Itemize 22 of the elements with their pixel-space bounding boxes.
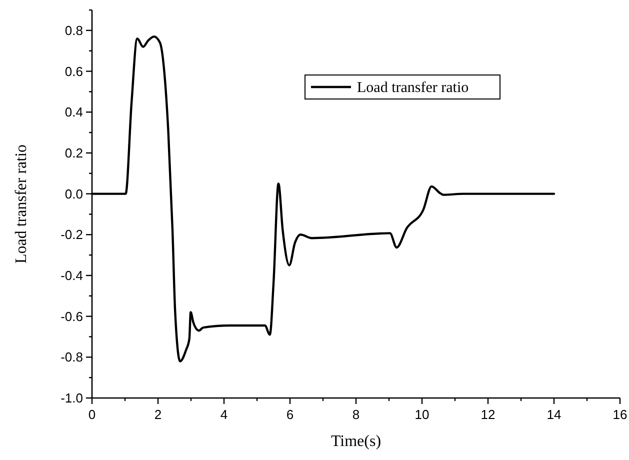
y-tick-label: -0.2: [60, 227, 83, 242]
x-tick-label: 6: [286, 407, 294, 422]
x-tick-label: 16: [612, 407, 628, 422]
x-tick-label: 10: [414, 407, 430, 422]
y-axis-title: Load transfer ratio: [13, 144, 30, 264]
y-tick-label: 0.6: [64, 64, 83, 79]
y-tick-label: 0.4: [64, 104, 83, 120]
x-axis-title: Time(s): [330, 433, 382, 450]
x-tick-label: 14: [546, 407, 562, 422]
x-tick-label: 4: [220, 407, 228, 422]
y-tick-label: -0.6: [60, 308, 83, 324]
x-tick-label: 2: [154, 407, 162, 422]
x-tick-label: 8: [352, 407, 360, 422]
x-tick-label: 0: [88, 407, 96, 422]
legend-label: Load transfer ratio: [357, 80, 469, 96]
y-tick-label: 0.0: [64, 186, 83, 202]
y-tick-label: -0.8: [60, 350, 83, 365]
y-tick-label: 0.8: [64, 22, 83, 38]
x-tick-label: 12: [480, 407, 496, 422]
y-tick-label: -0.4: [60, 268, 83, 283]
y-tick-label: 0.2: [64, 145, 83, 160]
y-tick-label: -1.0: [60, 390, 83, 406]
